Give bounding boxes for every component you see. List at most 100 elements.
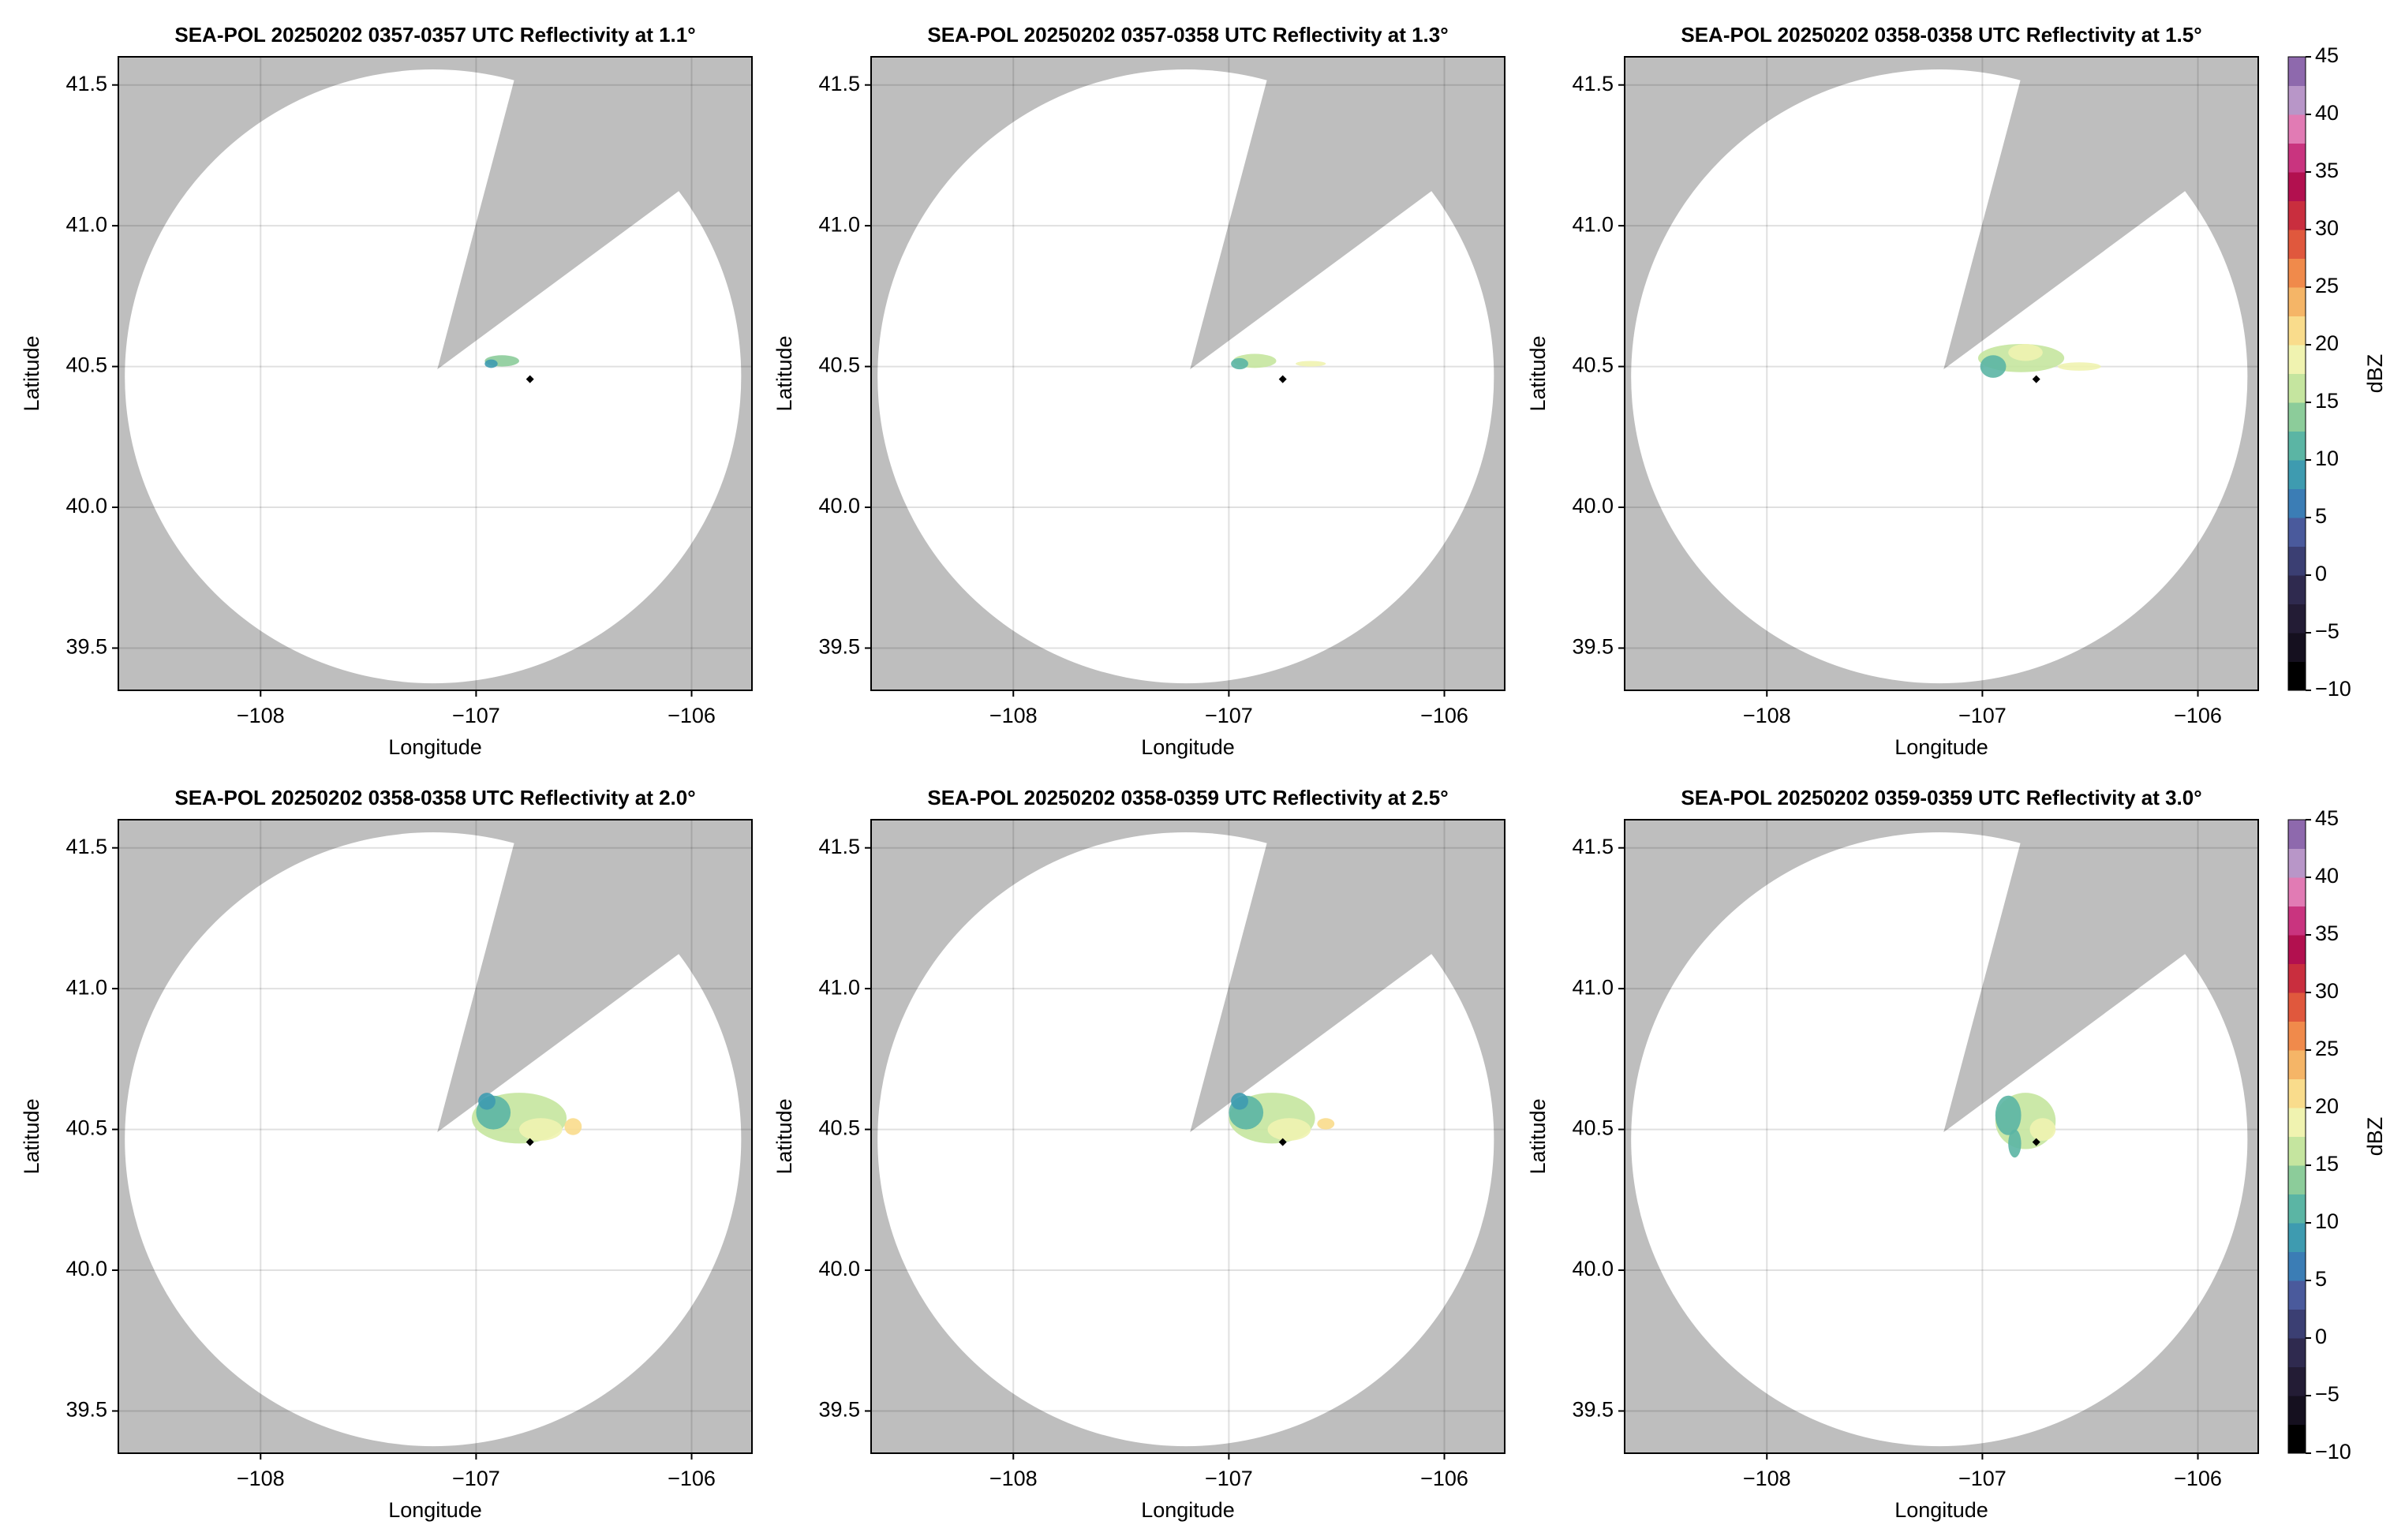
y-tick-label: 40.5 [818,353,860,377]
colorbar-tick-label: −10 [2315,677,2351,701]
colorbar-tick-label: 45 [2315,43,2339,67]
x-tick-label: −106 [668,704,716,727]
colorbar-bin [2288,604,2306,634]
x-axis-label: Longitude [388,735,482,759]
colorbar-tick-label: 40 [2315,864,2339,888]
x-axis-label: Longitude [1894,1498,1988,1522]
colorbar-bin [2288,1050,2306,1079]
axes-frame [1624,56,2259,691]
x-tick-label: −108 [989,704,1038,727]
chart-title: SEA-POL 20250202 0358-0359 UTC Reflectiv… [927,786,1448,809]
blocked-sector [1190,820,1505,1133]
x-axis-label: Longitude [388,1498,482,1522]
x-axis-label: Longitude [1141,735,1235,759]
x-tick-label: −108 [237,704,285,727]
colorbar-bin [2288,1223,2306,1252]
colorbar-bin [2288,1280,2306,1310]
colorbar-tick-label: 30 [2315,216,2339,240]
colorbar-bin [2288,1396,2306,1425]
colorbar-tick-label: 10 [2315,1209,2339,1233]
panel: −108 −107 −106 39.5 40.0 40.5 41.0 41.5 SEA-POL … [1526,786,2387,1522]
axes-frame [118,819,753,1454]
echo [478,1093,496,1110]
echo [2008,1129,2022,1158]
colorbar-bin [2288,373,2306,403]
colorbar-bin [2288,488,2306,518]
y-tick-label: 40.5 [818,1116,860,1140]
y-axis-label: Latitude [20,1098,43,1174]
colorbar-frame [2287,819,2306,1454]
colorbar-bin [2288,230,2306,259]
blocked-sector [437,820,752,1133]
y-tick-label: 39.5 [1572,1398,1614,1422]
echo [1267,1118,1311,1141]
radar-site [526,1138,534,1146]
colorbar-bin [2288,820,2306,849]
plot-area [118,57,752,690]
colorbar-bin [2288,1309,2306,1339]
plot-area [1625,57,2258,690]
colorbar-bin [2288,316,2306,346]
chart-title: SEA-POL 20250202 0357-0358 UTC Reflectiv… [927,23,1448,47]
y-tick-label: 41.5 [818,72,860,95]
y-tick-label: 41.0 [1572,975,1614,999]
blocked-sector [1943,820,2258,1133]
plot-area [118,820,752,1453]
y-tick-label: 41.0 [65,975,107,999]
y-tick-label: 41.5 [1572,835,1614,858]
y-tick-label: 41.5 [65,835,107,858]
colorbar-bin [2288,143,2306,173]
blocked-sector [1190,57,1505,370]
colorbar-bin [2288,1108,2306,1137]
x-tick-label: −107 [452,1467,500,1490]
colorbar-tick-label: 30 [2315,979,2339,1003]
echo [2008,344,2043,361]
y-tick-label: 40.5 [65,353,107,377]
y-tick-label: 40.0 [65,1257,107,1280]
x-tick-label: −106 [1420,1467,1468,1490]
colorbar-bin [2288,1194,2306,1224]
colorbar-bin [2288,848,2306,878]
y-tick-label: 41.0 [1572,212,1614,236]
y-axis-label: Latitude [772,1098,796,1174]
y-tick-label: 40.5 [1572,1116,1614,1140]
colorbar-tick-label: 25 [2315,1037,2339,1060]
plot-area [1625,820,2258,1453]
colorbar-label: dBZ [2363,354,2387,394]
x-axis-label: Longitude [1894,735,1988,759]
y-axis-label: Latitude [20,335,43,411]
colorbar-tick-label: 0 [2315,1325,2327,1348]
echo [1296,361,1326,367]
y-tick-label: 41.5 [1572,72,1614,95]
colorbar-bin [2288,114,2306,144]
colorbar-tick-label: 0 [2315,562,2327,585]
radar-site [1278,1138,1287,1146]
colorbar-bin [2288,460,2306,489]
radar-site [1278,375,1287,383]
plot-area [871,820,1505,1453]
x-tick-label: −108 [1743,704,1791,727]
colorbar-label: dBZ [2363,1117,2387,1157]
colorbar-bin [2288,431,2306,461]
y-tick-label: 39.5 [1572,635,1614,659]
colorbar-tick-label: 35 [2315,921,2339,945]
chart-title: SEA-POL 20250202 0359-0359 UTC Reflectiv… [1681,786,2201,809]
x-tick-label: −106 [668,1467,716,1490]
y-axis-label: Latitude [1526,335,1550,411]
echo [1317,1118,1335,1130]
y-tick-label: 41.5 [65,72,107,95]
colorbar-bin [2288,57,2306,86]
y-tick-label: 39.5 [818,1398,860,1422]
x-tick-label: −106 [2174,1467,2222,1490]
colorbar-tick-label: 35 [2315,159,2339,182]
panel: −108 −107 −106 39.5 40.0 40.5 41.0 41.5 SEA-POL … [772,786,1505,1522]
axes-frame [870,819,1505,1454]
y-tick-label: 40.5 [65,1116,107,1140]
colorbar-tick-label: 20 [2315,331,2339,355]
colorbar-tick-label: 40 [2315,101,2339,125]
colorbar-bin [2288,877,2306,906]
panel: −108 −107 −106 39.5 40.0 40.5 41.0 41.5 SEA-POL … [1526,23,2387,759]
colorbar-bin [2288,633,2306,662]
blocked-sector [437,57,752,370]
x-tick-label: −106 [2174,704,2222,727]
